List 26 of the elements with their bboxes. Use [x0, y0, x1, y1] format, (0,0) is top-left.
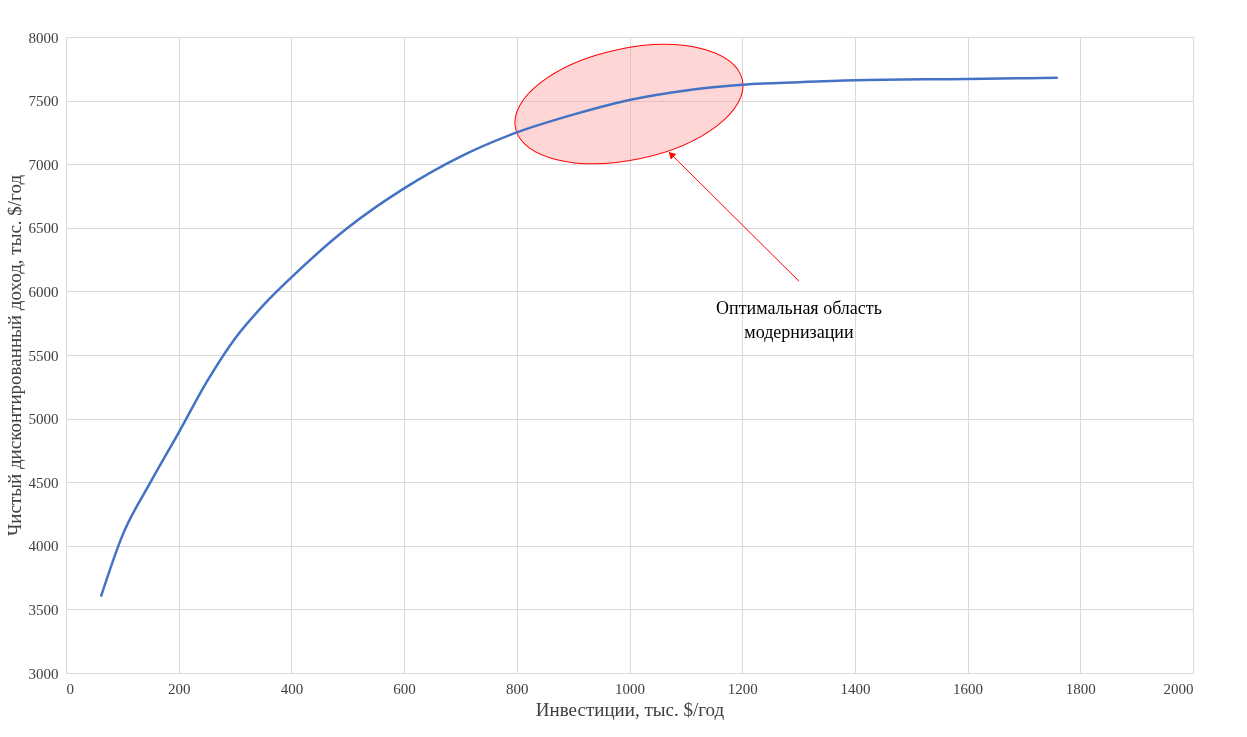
y-tick-label: 6500	[28, 220, 59, 237]
x-tick-label: 1200	[727, 680, 758, 697]
y-tick-label: 3000	[28, 665, 59, 682]
y-tick-label: 3500	[28, 601, 59, 618]
y-tick-label: 6000	[28, 283, 59, 300]
y-tick-label: 7500	[28, 93, 59, 110]
x-tick-label: 400	[280, 680, 304, 697]
x-tick-label: 2000	[1163, 680, 1194, 697]
x-tick-label: 600	[393, 680, 416, 697]
line-series	[99, 76, 1060, 598]
x-tick-label: 800	[506, 680, 529, 697]
x-tick-label: 1800	[1065, 680, 1096, 697]
y-tick-label: 5000	[28, 411, 59, 428]
y-tick-label: 4000	[28, 538, 59, 555]
y-axis-title: Чистый дисконтированный доход, тыс. $/год	[3, 174, 25, 537]
x-tick-label: 1000	[615, 680, 645, 697]
annotation: Оптимальная область модернизации	[716, 298, 882, 343]
x-tick-label: 1400	[840, 680, 871, 697]
y-tick-label: 5500	[28, 347, 59, 364]
x-tick-label: 1600	[953, 680, 984, 697]
y-tick-label: 7000	[28, 156, 59, 173]
x-tick-label: 200	[167, 680, 191, 697]
x-axis-title: Инвестиции, тыс. $/год	[535, 698, 725, 720]
y-tick-label: 8000	[28, 29, 59, 46]
y-tick-label: 4500	[28, 474, 59, 491]
x-tick-label: 0	[66, 680, 74, 697]
